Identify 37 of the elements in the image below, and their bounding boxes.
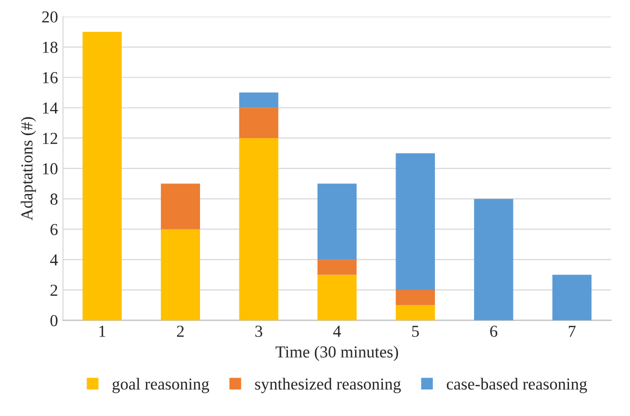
- y-tick-label: 6: [50, 224, 58, 236]
- y-tick-label: 8: [50, 194, 58, 205]
- bar: [160, 229, 200, 320]
- x-tick-label: 3: [255, 326, 262, 337]
- bar: [239, 138, 278, 320]
- bar: [396, 290, 435, 306]
- bar: [317, 184, 357, 260]
- x-tick-label: 2: [177, 326, 184, 337]
- y-tick-label: 0: [50, 315, 58, 326]
- bar: [317, 260, 357, 275]
- y-axis-title: Adaptations (#): [20, 117, 36, 220]
- y-tick-label: 10: [42, 163, 58, 174]
- y-tick-label: 14: [42, 102, 58, 114]
- y-tick-label: 18: [42, 42, 58, 53]
- legend-label: synthesized reasoning: [255, 378, 401, 394]
- x-tick-label: 4: [333, 326, 341, 337]
- bar: [474, 198, 514, 320]
- y-tick-label: 4: [50, 254, 58, 266]
- y-tick-label: 2: [50, 284, 58, 296]
- x-axis-title: Time (30 minutes): [276, 346, 398, 361]
- bar: [396, 305, 435, 320]
- bar: [317, 274, 357, 320]
- legend-label: goal reasoning: [112, 378, 210, 394]
- bar: [82, 32, 122, 320]
- x-tick-label: 5: [412, 326, 419, 337]
- y-tick-label: 12: [42, 132, 58, 144]
- x-tick-label: 7: [568, 326, 576, 337]
- bar: [552, 274, 592, 320]
- x-tick-label: 6: [490, 326, 498, 337]
- y-tick-label: 16: [42, 72, 58, 84]
- bar: [396, 153, 435, 290]
- legend-label: case-based reasoning: [446, 378, 587, 394]
- bar: [239, 108, 278, 138]
- bar: [239, 92, 278, 108]
- bar: [160, 184, 200, 230]
- x-tick-label: 1: [99, 326, 106, 337]
- y-tick-label: 20: [42, 11, 58, 23]
